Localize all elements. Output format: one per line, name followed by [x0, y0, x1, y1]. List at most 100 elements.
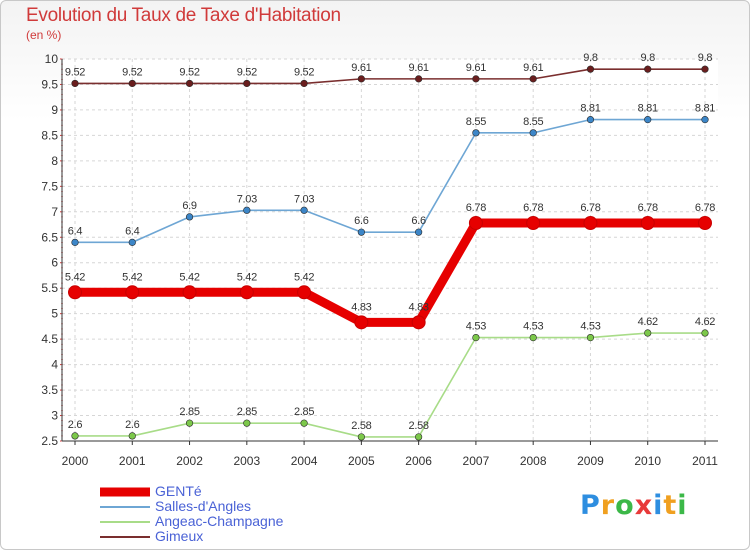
legend-swatch-angeac-champagne — [100, 520, 150, 523]
data-point-salles-d-angles — [586, 116, 595, 124]
logo-letter: x — [634, 490, 654, 521]
data-label-angeac-champagne: 2.6 — [68, 419, 83, 431]
y-tick-label: 3 — [51, 409, 58, 423]
data-label-angeac-champagne: 4.53 — [580, 321, 600, 333]
x-tick-label: 2006 — [405, 454, 432, 468]
legend-swatch-gent — [100, 487, 150, 496]
data-label-gimeux: 9.8 — [583, 52, 598, 64]
data-label-gent: 4.83 — [351, 301, 371, 313]
x-tick-label: 2002 — [176, 454, 203, 468]
y-tick-label: 4 — [51, 358, 58, 372]
series-line-angeac-champagne — [74, 332, 706, 438]
series-line-gent — [70, 218, 710, 327]
data-point-gent — [411, 315, 426, 330]
data-point-gimeux — [586, 65, 595, 73]
data-label-gent: 6.78 — [466, 202, 486, 214]
legend-item-gimeux: Gimeux — [100, 528, 360, 544]
proxiti-logo: Proxiti — [580, 490, 688, 521]
data-point-salles-d-angles — [529, 129, 537, 137]
data-point-gimeux — [644, 65, 652, 73]
data-point-angeac-champagne — [71, 432, 79, 440]
data-label-angeac-champagne: 2.85 — [294, 406, 314, 418]
series-salles-d-angles: 6.4 6.4 6.9 7.03 7.03 6.6 6.6 8.55 8.55 8.81 8.81 8… — [68, 103, 716, 246]
data-point-angeac-champagne — [128, 432, 136, 440]
data-label-salles-d-angles: 6.4 — [125, 225, 140, 237]
data-label-salles-d-angles: 8.55 — [523, 116, 543, 128]
data-point-salles-d-angles — [701, 116, 709, 124]
logo-letter: i — [677, 490, 688, 521]
data-label-gent: 6.78 — [580, 202, 600, 214]
legend-item-angeac-champagne: Angeac-Champagne — [100, 513, 360, 529]
data-label-salles-d-angles: 7.03 — [237, 193, 257, 205]
data-point-gimeux — [128, 79, 136, 88]
data-point-salles-d-angles — [644, 116, 652, 124]
legend-swatch-salles-d-angles — [100, 505, 150, 508]
data-label-gent: 6.78 — [523, 202, 543, 214]
data-label-salles-d-angles: 7.03 — [294, 193, 314, 205]
logo-letter: r — [600, 490, 616, 521]
logo-letter: o — [615, 490, 635, 521]
data-label-gent: 5.42 — [294, 271, 314, 283]
data-label-angeac-champagne: 2.58 — [351, 420, 371, 432]
y-tick-label: 5 — [51, 307, 58, 321]
data-label-gimeux: 9.52 — [294, 66, 314, 78]
data-point-salles-d-angles — [185, 213, 194, 221]
data-label-salles-d-angles: 8.55 — [466, 116, 486, 128]
data-point-gimeux — [357, 75, 365, 83]
data-label-angeac-champagne: 2.58 — [409, 420, 429, 432]
data-label-angeac-champagne: 4.62 — [638, 316, 658, 328]
data-point-gimeux — [243, 79, 251, 88]
data-label-gimeux: 9.52 — [65, 66, 85, 78]
legend-label-gimeux: Gimeux — [155, 528, 204, 544]
data-point-gimeux — [472, 75, 480, 83]
data-label-gent: 6.78 — [638, 202, 658, 214]
legend-item-salles-d-angles: Salles-d'Angles — [100, 498, 360, 514]
data-point-gent — [297, 285, 312, 300]
series-gent: 5.42 5.42 5.42 5.42 5.42 4.83 4.83 6.78 6.78 6.78… — [65, 202, 716, 330]
data-point-salles-d-angles — [71, 238, 79, 246]
y-tick-label: 4.5 — [41, 332, 58, 346]
data-point-angeac-champagne — [300, 419, 308, 427]
data-point-angeac-champagne — [472, 334, 480, 342]
legend-item-gent: GENTé — [100, 483, 360, 499]
x-tick-label: 2008 — [520, 454, 547, 468]
data-label-gimeux: 9.61 — [466, 62, 486, 74]
data-label-angeac-champagne: 4.53 — [466, 321, 486, 333]
data-point-gimeux — [701, 65, 709, 73]
data-label-salles-d-angles: 6.9 — [182, 200, 197, 212]
series-line-salles-d-angles — [74, 118, 706, 244]
y-tick-label: 7.5 — [41, 179, 58, 193]
data-point-gent — [468, 216, 483, 231]
data-label-gent: 5.42 — [179, 271, 199, 283]
data-point-salles-d-angles — [128, 238, 136, 246]
x-tick-label: 2005 — [348, 454, 375, 468]
x-tick-label: 2011 — [692, 454, 718, 468]
legend-label-angeac-champagne: Angeac-Champagne — [155, 513, 284, 529]
logo-letter: P — [580, 490, 601, 521]
y-tick-label: 6.5 — [41, 230, 58, 244]
data-point-gent — [182, 285, 197, 300]
data-label-gent: 4.83 — [409, 301, 429, 313]
legend: GENTé Salles-d'Angles Angeac-Champagne Gime… — [100, 483, 360, 544]
data-label-angeac-champagne: 4.62 — [695, 316, 715, 328]
data-point-angeac-champagne — [185, 419, 194, 427]
data-label-salles-d-angles: 6.4 — [68, 225, 83, 237]
x-tick-label: 2003 — [233, 454, 260, 468]
data-point-angeac-champagne — [586, 334, 595, 342]
data-point-angeac-champagne — [701, 329, 709, 337]
data-label-salles-d-angles: 6.6 — [354, 215, 369, 227]
y-tick-label: 9 — [51, 103, 58, 117]
data-label-gent: 5.42 — [237, 271, 257, 283]
y-tick-label: 3.5 — [41, 383, 58, 397]
y-tick-label: 2.5 — [41, 434, 58, 448]
chart-title: Evolution du Taux de Taxe d'Habitation — [26, 5, 341, 26]
data-label-gent: 5.42 — [122, 271, 142, 283]
data-point-angeac-champagne — [357, 433, 365, 441]
x-tick-label: 2001 — [119, 454, 146, 468]
data-point-gent — [583, 216, 598, 231]
data-point-gent — [640, 216, 655, 231]
y-tick-label: 8.5 — [41, 128, 58, 142]
data-label-gimeux: 9.61 — [523, 62, 543, 74]
y-tick-label: 7 — [51, 205, 58, 219]
data-label-salles-d-angles: 8.81 — [638, 103, 658, 115]
